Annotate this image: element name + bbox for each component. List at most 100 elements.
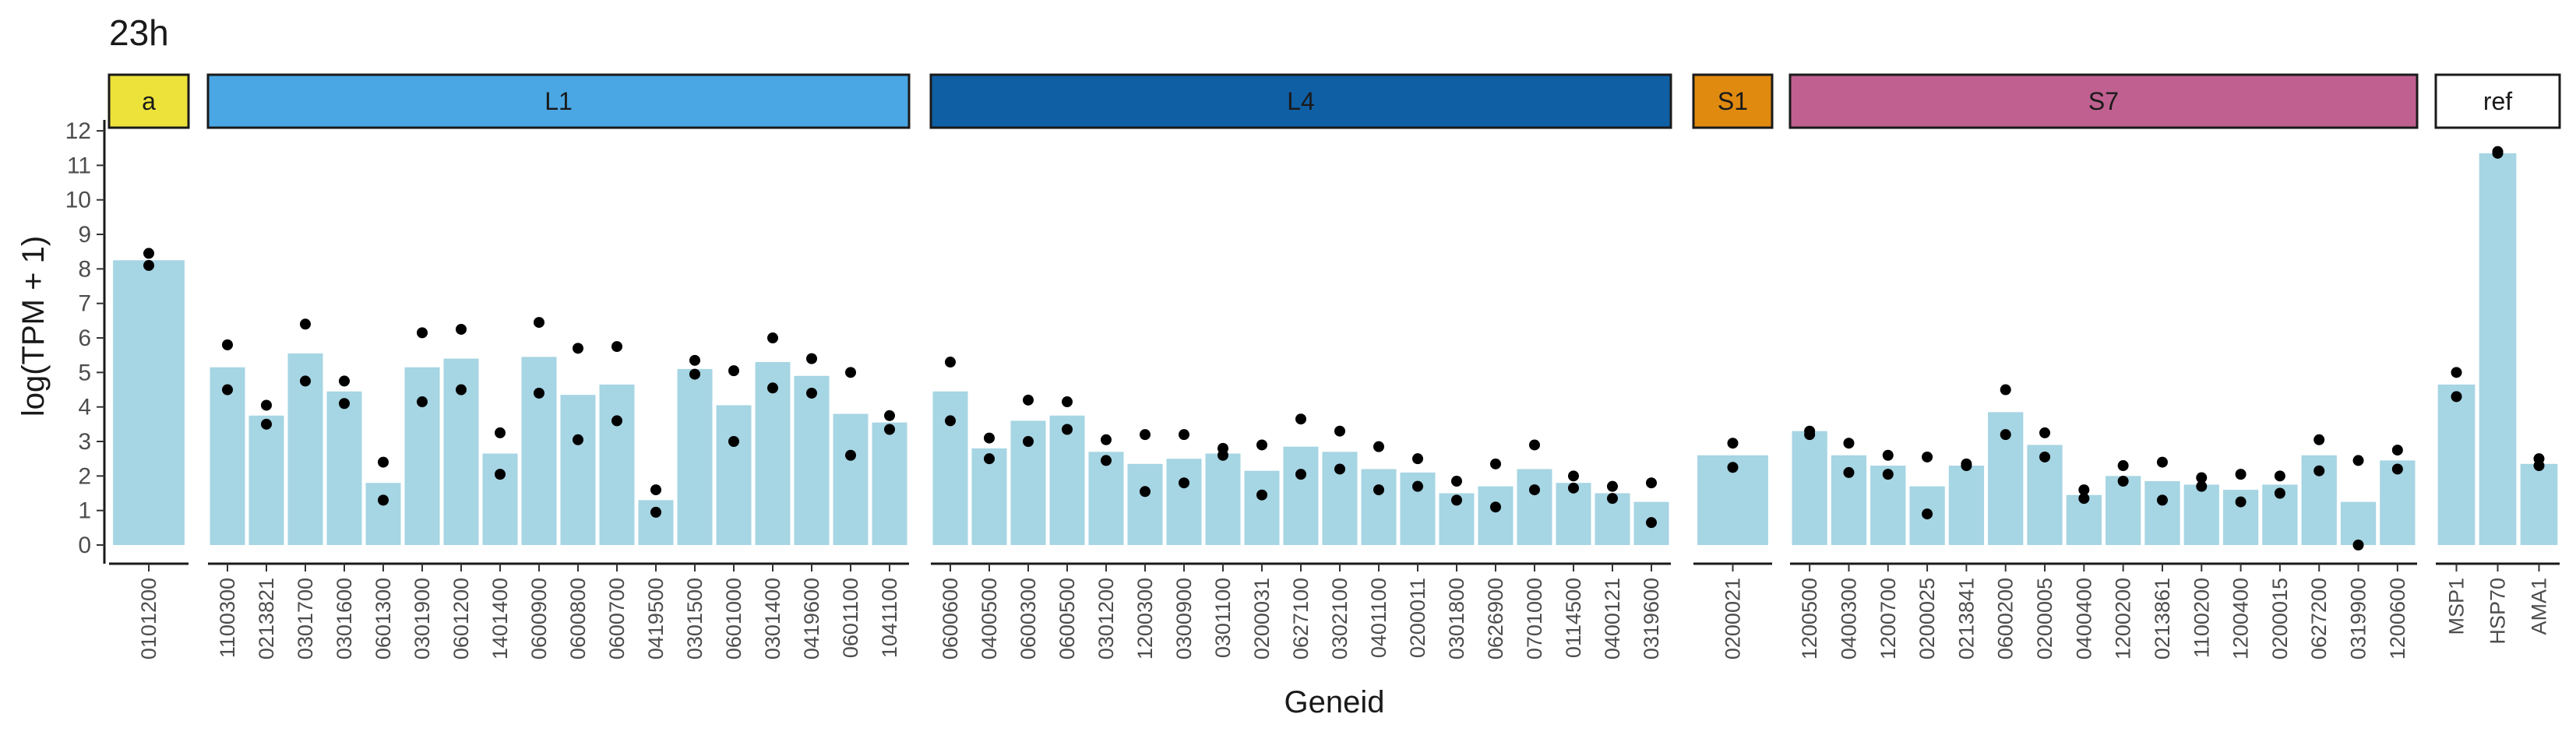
replicate-point bbox=[611, 341, 622, 353]
y-tick-label: 8 bbox=[78, 256, 91, 282]
facet-strip-label: S7 bbox=[2088, 87, 2119, 115]
x-tick-label: 1200400 bbox=[2229, 578, 2253, 659]
bar bbox=[1049, 415, 1085, 545]
bar bbox=[1792, 431, 1827, 545]
replicate-point bbox=[984, 453, 995, 465]
x-tick-label: HSP70 bbox=[2486, 578, 2510, 645]
x-tick-label: 0200021 bbox=[1721, 578, 1745, 659]
bar bbox=[2479, 153, 2517, 546]
bar bbox=[326, 391, 362, 545]
replicate-point bbox=[2000, 384, 2011, 396]
x-tick-label: 0627100 bbox=[1289, 578, 1313, 659]
replicate-point bbox=[1843, 466, 1855, 478]
x-tick-label: 1200200 bbox=[2112, 578, 2135, 659]
x-tick-label: 0601100 bbox=[839, 578, 862, 658]
replicate-point bbox=[2078, 493, 2090, 505]
x-tick-label: 1200300 bbox=[1133, 578, 1157, 659]
x-tick-label: 0200011 bbox=[1406, 578, 1429, 658]
replicate-point bbox=[1179, 429, 1189, 441]
replicate-point bbox=[456, 384, 467, 396]
bar bbox=[716, 405, 752, 545]
replicate-point bbox=[2117, 475, 2129, 487]
x-tick-label: AMA1 bbox=[2528, 578, 2551, 635]
replicate-point bbox=[1062, 396, 1073, 408]
replicate-point bbox=[222, 384, 233, 396]
facet-strip-label: ref bbox=[2483, 87, 2512, 115]
x-tick-label: 0401100 bbox=[1367, 578, 1390, 658]
x-tick-label: 0601000 bbox=[722, 578, 745, 659]
replicate-point bbox=[728, 365, 739, 377]
replicate-point bbox=[2451, 391, 2462, 403]
replicate-point bbox=[2039, 427, 2051, 438]
bar bbox=[794, 375, 830, 545]
bar bbox=[677, 368, 713, 545]
replicate-point bbox=[2235, 469, 2247, 480]
x-tick-label: 0627200 bbox=[2307, 578, 2331, 659]
x-tick-label: 0213821 bbox=[255, 578, 278, 659]
replicate-point bbox=[378, 494, 389, 506]
facet-ref: ref MSP1 HSP70 AMA1 bbox=[2434, 73, 2561, 645]
replicate-point bbox=[1607, 493, 1618, 505]
x-tick-label: 0600300 bbox=[1017, 578, 1040, 659]
replicate-point bbox=[984, 432, 995, 444]
y-tick-label: 6 bbox=[78, 325, 91, 351]
replicate-point bbox=[573, 343, 583, 354]
bar bbox=[932, 391, 968, 545]
bar bbox=[2340, 501, 2377, 545]
bar bbox=[1244, 470, 1280, 545]
replicate-point bbox=[1490, 501, 1501, 513]
replicate-point bbox=[845, 449, 856, 461]
bar bbox=[2437, 384, 2476, 545]
x-tick-label: 1200500 bbox=[1798, 578, 1821, 659]
replicate-point bbox=[1922, 451, 1933, 462]
replicate-point bbox=[611, 415, 622, 427]
replicate-point bbox=[378, 456, 389, 468]
replicate-point bbox=[573, 434, 583, 445]
x-tick-label: 0626900 bbox=[1484, 578, 1507, 659]
bar bbox=[404, 367, 440, 545]
bar bbox=[2144, 480, 2180, 545]
replicate-point bbox=[2274, 470, 2285, 482]
replicate-point bbox=[689, 354, 700, 366]
replicate-point bbox=[1882, 449, 1894, 461]
replicate-point bbox=[1568, 470, 1579, 482]
replicate-point bbox=[1646, 517, 1657, 529]
bar bbox=[1205, 453, 1241, 545]
x-tick-label: 0213841 bbox=[1954, 578, 1978, 659]
facet-strip-label: L1 bbox=[544, 87, 573, 115]
replicate-point bbox=[767, 382, 778, 394]
y-tick-label: 5 bbox=[78, 360, 91, 385]
x-tick-label: 0600600 bbox=[939, 578, 962, 659]
facet-strip-label: L4 bbox=[1287, 87, 1315, 115]
replicate-point bbox=[1529, 484, 1540, 496]
bar bbox=[2380, 460, 2416, 545]
replicate-point bbox=[845, 367, 856, 378]
replicate-point bbox=[2156, 494, 2168, 506]
x-tick-label: 0301700 bbox=[294, 578, 317, 659]
x-tick-label: 0301400 bbox=[761, 578, 784, 659]
bar bbox=[1948, 466, 1985, 545]
bar bbox=[1517, 469, 1552, 545]
replicate-point bbox=[2000, 429, 2011, 441]
x-tick-label: 0419500 bbox=[644, 578, 668, 659]
x-tick-label: 0600700 bbox=[605, 578, 629, 659]
x-axis-title: Geneid bbox=[1284, 685, 1385, 719]
replicate-point bbox=[1412, 480, 1423, 492]
x-tick-label: 0600800 bbox=[566, 578, 590, 659]
replicate-point bbox=[945, 357, 956, 368]
x-tick-label: 0301500 bbox=[683, 578, 707, 659]
replicate-point bbox=[2391, 445, 2403, 456]
bar bbox=[248, 415, 284, 545]
x-tick-label: 0400300 bbox=[1837, 578, 1860, 659]
replicate-point bbox=[1179, 477, 1189, 489]
y-tick-label: 10 bbox=[65, 188, 91, 213]
replicate-point bbox=[2274, 487, 2285, 499]
replicate-point bbox=[767, 332, 778, 344]
x-tick-label: 0114500 bbox=[1562, 578, 1585, 658]
bar bbox=[560, 395, 596, 545]
replicate-point bbox=[534, 387, 544, 399]
bar bbox=[521, 357, 557, 545]
y-tick-label: 12 bbox=[65, 118, 91, 144]
